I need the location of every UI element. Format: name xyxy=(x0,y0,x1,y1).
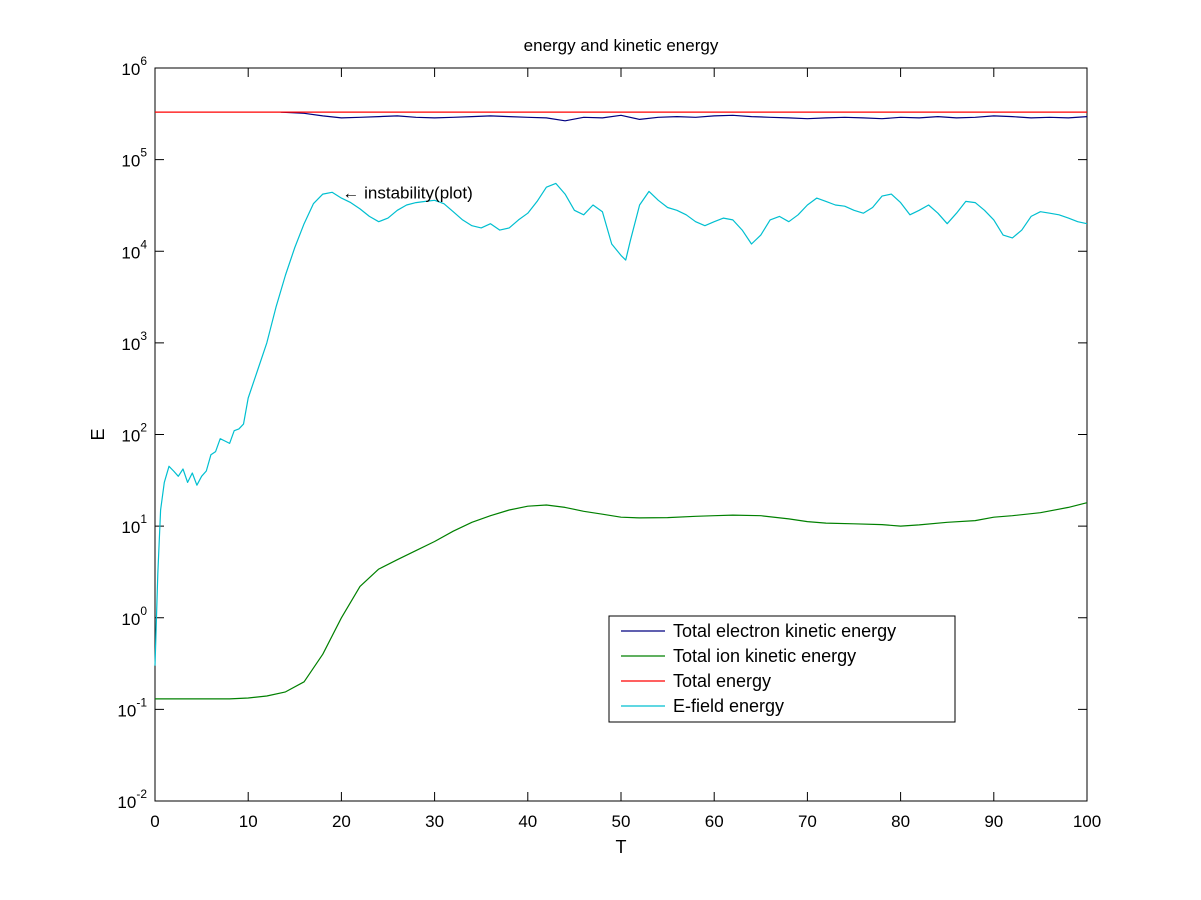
x-tick-label: 70 xyxy=(798,812,817,831)
x-tick-label: 40 xyxy=(518,812,537,831)
y-tick-label: 106 xyxy=(121,54,147,79)
legend-box xyxy=(608,615,956,723)
x-tick-label: 90 xyxy=(984,812,1003,831)
x-tick-label: 0 xyxy=(150,812,159,831)
y-tick-label: 102 xyxy=(121,421,147,446)
y-tick-label: 100 xyxy=(121,604,147,629)
series-line-e-field-energy xyxy=(154,182,1088,666)
x-tick-label: 20 xyxy=(332,812,351,831)
y-tick-exponent: 3 xyxy=(140,329,147,343)
x-tick-label: 10 xyxy=(239,812,258,831)
y-tick-base: 10 xyxy=(117,793,136,812)
x-tick-label: 80 xyxy=(891,812,910,831)
x-tick-label: 50 xyxy=(612,812,631,831)
y-tick-label: 104 xyxy=(121,237,147,262)
annotation-instability: ← instability(plot) xyxy=(342,183,472,202)
y-tick-base: 10 xyxy=(121,335,140,354)
series-line-total-ion-kinetic-energy xyxy=(155,502,1088,700)
x-tick-label: 30 xyxy=(425,812,444,831)
y-tick-label: 10-2 xyxy=(117,787,147,812)
legend-label: Total energy xyxy=(673,671,771,691)
y-tick-label: 101 xyxy=(121,512,147,537)
x-axis-title: T xyxy=(616,837,627,857)
y-tick-base: 10 xyxy=(121,243,140,262)
y-tick-label: 103 xyxy=(121,329,147,354)
legend-label: E-field energy xyxy=(673,696,784,716)
y-tick-base: 10 xyxy=(121,610,140,629)
y-tick-label: 10-1 xyxy=(117,695,147,720)
y-tick-exponent: 6 xyxy=(140,54,147,68)
legend-label: Total electron kinetic energy xyxy=(673,621,896,641)
series-layer xyxy=(154,111,1088,700)
y-tick-base: 10 xyxy=(121,60,140,79)
y-tick-exponent: -1 xyxy=(136,695,147,709)
y-tick-exponent: 1 xyxy=(140,512,147,526)
y-tick-exponent: 0 xyxy=(140,604,147,618)
legend: Total electron kinetic energy Total ion k… xyxy=(608,615,956,723)
chart-title: energy and kinetic energy xyxy=(524,36,719,55)
y-tick-exponent: 2 xyxy=(140,421,147,435)
x-tick-label: 60 xyxy=(705,812,724,831)
y-tick-base: 10 xyxy=(121,427,140,446)
x-axis: 0 10 20 30 40 50 60 70 80 90 100 xyxy=(150,68,1101,831)
y-tick-exponent: 4 xyxy=(140,237,147,251)
y-tick-base: 10 xyxy=(121,518,140,537)
legend-label: Total ion kinetic energy xyxy=(673,646,856,666)
y-tick-exponent: -2 xyxy=(136,787,147,801)
series-line-total-electron-kinetic-energy xyxy=(280,111,1088,122)
y-tick-label: 105 xyxy=(121,146,147,171)
y-tick-exponent: 5 xyxy=(140,146,147,160)
y-axis-title: E xyxy=(88,428,108,440)
y-tick-base: 10 xyxy=(121,152,140,171)
x-tick-label: 100 xyxy=(1073,812,1101,831)
y-tick-base: 10 xyxy=(117,701,136,720)
